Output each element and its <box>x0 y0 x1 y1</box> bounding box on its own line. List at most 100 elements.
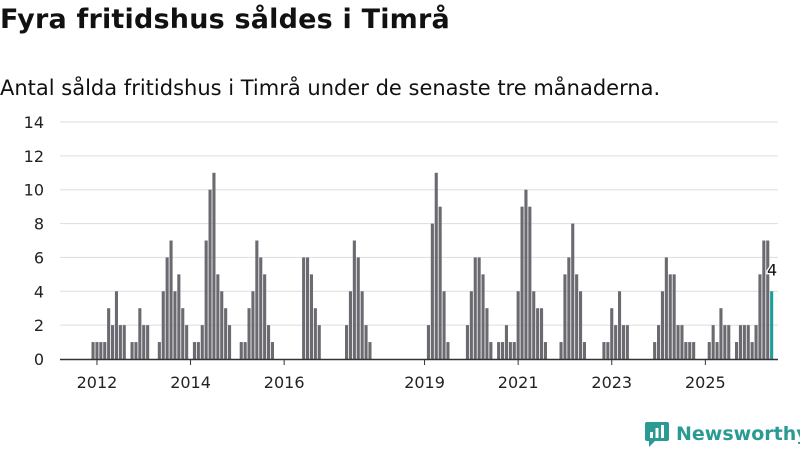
bar <box>99 342 103 359</box>
bar <box>91 342 95 359</box>
bar <box>247 308 251 359</box>
bar <box>216 274 220 359</box>
bar <box>477 257 481 359</box>
y-tick-label: 14 <box>24 113 44 132</box>
bar <box>606 342 610 359</box>
bar <box>489 342 493 359</box>
bar <box>434 172 438 359</box>
bar <box>302 257 306 359</box>
bar <box>762 240 766 359</box>
bar <box>497 342 501 359</box>
x-tick-label: 2019 <box>404 373 445 392</box>
bar <box>750 342 754 359</box>
bar <box>540 308 544 359</box>
bar <box>766 240 770 359</box>
bar <box>575 274 579 359</box>
bar <box>118 325 122 359</box>
bar <box>770 291 774 359</box>
x-tick-label: 2023 <box>591 373 632 392</box>
bar <box>723 325 727 359</box>
bar <box>224 308 228 359</box>
bar <box>267 325 271 359</box>
y-tick-label: 6 <box>34 248 44 267</box>
bar <box>727 325 731 359</box>
bar <box>660 291 664 359</box>
bar <box>536 308 540 359</box>
bars <box>91 172 774 359</box>
y-tick-label: 0 <box>34 350 44 369</box>
bar <box>614 325 618 359</box>
bar <box>356 257 360 359</box>
bar <box>95 342 99 359</box>
bar <box>625 325 629 359</box>
brand-name: Newsworthy <box>676 423 800 445</box>
bar <box>134 342 138 359</box>
bar <box>582 342 586 359</box>
bar <box>657 325 661 359</box>
bar <box>107 308 111 359</box>
bar <box>130 342 134 359</box>
bar <box>239 342 243 359</box>
bar <box>306 257 310 359</box>
bar <box>446 342 450 359</box>
bar <box>309 274 313 359</box>
bar <box>528 206 532 359</box>
bar <box>348 291 352 359</box>
bar <box>157 342 161 359</box>
bar <box>243 342 247 359</box>
bar <box>618 291 622 359</box>
bar <box>621 325 625 359</box>
bar <box>192 342 196 359</box>
x-tick-label: 2014 <box>170 373 211 392</box>
bar <box>270 342 274 359</box>
bar <box>746 325 750 359</box>
bar <box>142 325 146 359</box>
bar <box>313 308 317 359</box>
bar <box>177 274 181 359</box>
bar <box>684 342 688 359</box>
data-labels: 4 <box>766 259 779 281</box>
bar <box>524 189 528 359</box>
bar <box>508 342 512 359</box>
x-axis-ticks: 2012 2014 2016 2019 2021 2023 2025 <box>77 359 726 392</box>
bar <box>146 325 150 359</box>
bar <box>715 342 719 359</box>
chart-title: Fyra fritidshus såldes i Timrå <box>0 4 450 35</box>
x-tick-label: 2021 <box>498 373 539 392</box>
bar <box>122 325 126 359</box>
bar <box>255 240 259 359</box>
bar <box>664 257 668 359</box>
x-tick-label: 2012 <box>77 373 118 392</box>
bar <box>473 257 477 359</box>
bar <box>602 342 606 359</box>
bar <box>465 325 469 359</box>
chart-subtitle: Antal sålda fritidshus i Timrå under de … <box>0 76 661 100</box>
bar <box>212 172 216 359</box>
bar <box>181 308 185 359</box>
bar <box>485 308 489 359</box>
bar <box>481 274 485 359</box>
bar <box>173 291 177 359</box>
bar <box>567 257 571 359</box>
bar <box>520 206 524 359</box>
bar <box>196 342 200 359</box>
bar <box>251 291 255 359</box>
bar <box>742 325 746 359</box>
bar <box>430 223 434 359</box>
bar <box>719 308 723 359</box>
y-tick-label: 2 <box>34 316 44 335</box>
bar <box>501 342 505 359</box>
bar <box>352 240 356 359</box>
bar <box>735 342 739 359</box>
bar <box>368 342 372 359</box>
bar <box>754 325 758 359</box>
bar <box>512 342 516 359</box>
last-value-label: 4 <box>767 260 777 279</box>
bar <box>707 342 711 359</box>
y-tick-label: 12 <box>24 147 44 166</box>
y-tick-label: 10 <box>24 181 44 200</box>
bar <box>111 325 115 359</box>
bar <box>263 274 267 359</box>
bar <box>259 257 263 359</box>
